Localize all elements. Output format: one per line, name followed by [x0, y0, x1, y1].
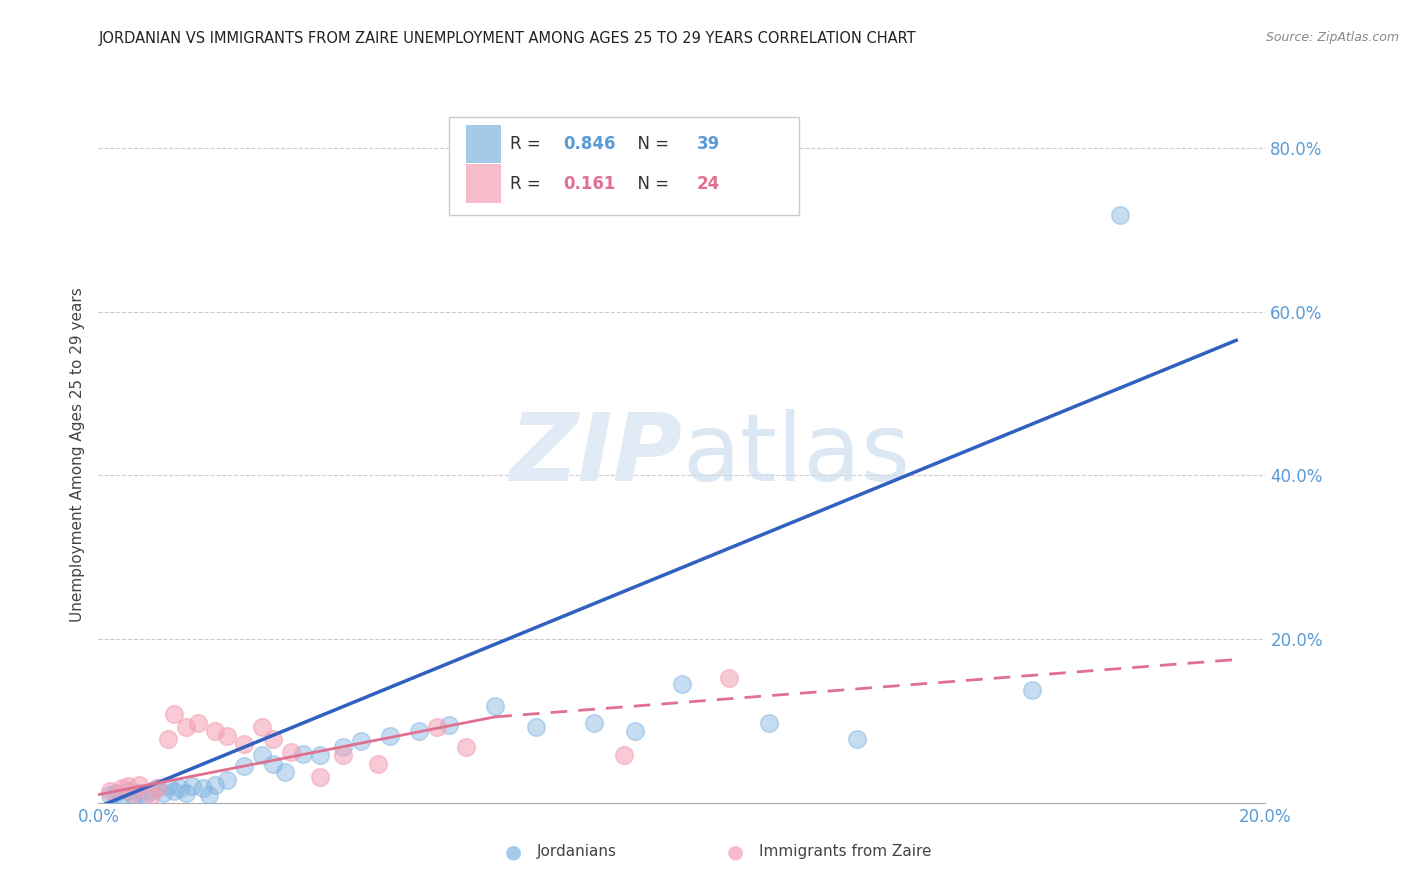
- Point: [111, 789, 134, 804]
- Text: Source: ZipAtlas.com: Source: ZipAtlas.com: [1265, 31, 1399, 45]
- Point: [215, 729, 238, 743]
- Point: [157, 731, 180, 746]
- Point: [350, 734, 373, 748]
- Point: [139, 783, 162, 797]
- Point: [367, 756, 389, 771]
- Point: [612, 748, 634, 763]
- Point: [169, 780, 191, 795]
- Point: [291, 747, 314, 761]
- Text: 39: 39: [697, 135, 720, 153]
- Text: N =: N =: [627, 175, 675, 193]
- Point: [524, 721, 547, 735]
- Point: [139, 788, 162, 802]
- Point: [671, 677, 693, 691]
- Point: [408, 723, 430, 738]
- Point: [174, 721, 197, 735]
- Point: [98, 788, 121, 802]
- Point: [204, 723, 226, 738]
- Point: [1108, 208, 1130, 222]
- Point: [111, 780, 134, 795]
- Point: [122, 788, 145, 802]
- Point: [1021, 682, 1043, 697]
- Point: [146, 780, 169, 795]
- Point: [163, 707, 186, 722]
- Point: [215, 772, 238, 787]
- Point: [128, 786, 150, 800]
- Point: [204, 778, 226, 792]
- Point: [274, 764, 297, 779]
- Point: [332, 748, 354, 763]
- Point: [378, 729, 402, 743]
- Point: [845, 731, 868, 746]
- Text: 0.161: 0.161: [562, 175, 616, 193]
- Point: [624, 723, 647, 738]
- Bar: [465, 125, 501, 163]
- Point: [98, 783, 121, 797]
- Text: ●: ●: [727, 842, 744, 862]
- Text: Immigrants from Zaire: Immigrants from Zaire: [759, 845, 931, 859]
- Text: N =: N =: [627, 135, 675, 153]
- Point: [262, 756, 284, 771]
- Point: [198, 788, 221, 802]
- Text: R =: R =: [510, 135, 547, 153]
- Bar: [449, 118, 799, 215]
- Point: [193, 780, 215, 795]
- Point: [180, 780, 202, 794]
- Point: [134, 788, 156, 802]
- Point: [174, 786, 197, 800]
- Point: [250, 721, 273, 735]
- Point: [437, 718, 460, 732]
- Text: Jordanians: Jordanians: [537, 845, 617, 859]
- Point: [426, 721, 449, 735]
- Text: 24: 24: [697, 175, 720, 193]
- Point: [233, 737, 256, 751]
- Point: [583, 715, 606, 730]
- Text: ●: ●: [505, 842, 522, 862]
- Point: [484, 699, 506, 714]
- Point: [163, 783, 186, 797]
- Point: [309, 748, 332, 763]
- Point: [122, 786, 145, 800]
- Point: [128, 778, 150, 792]
- Point: [262, 731, 284, 746]
- Point: [117, 783, 139, 797]
- Point: [332, 740, 354, 755]
- Point: [250, 748, 273, 763]
- Point: [146, 780, 169, 795]
- Point: [152, 786, 174, 800]
- Point: [309, 770, 332, 784]
- Point: [104, 786, 127, 800]
- Point: [454, 740, 477, 755]
- Text: ZIP: ZIP: [509, 409, 682, 501]
- Y-axis label: Unemployment Among Ages 25 to 29 years: Unemployment Among Ages 25 to 29 years: [69, 287, 84, 623]
- Point: [280, 745, 302, 759]
- Bar: [465, 164, 501, 202]
- Text: atlas: atlas: [682, 409, 910, 501]
- Point: [117, 780, 139, 794]
- Text: JORDANIAN VS IMMIGRANTS FROM ZAIRE UNEMPLOYMENT AMONG AGES 25 TO 29 YEARS CORREL: JORDANIAN VS IMMIGRANTS FROM ZAIRE UNEMP…: [98, 31, 917, 46]
- Point: [187, 715, 209, 730]
- Point: [157, 780, 180, 794]
- Text: R =: R =: [510, 175, 551, 193]
- Text: 0.846: 0.846: [562, 135, 616, 153]
- Point: [717, 672, 740, 686]
- Point: [758, 715, 780, 730]
- Point: [233, 759, 256, 773]
